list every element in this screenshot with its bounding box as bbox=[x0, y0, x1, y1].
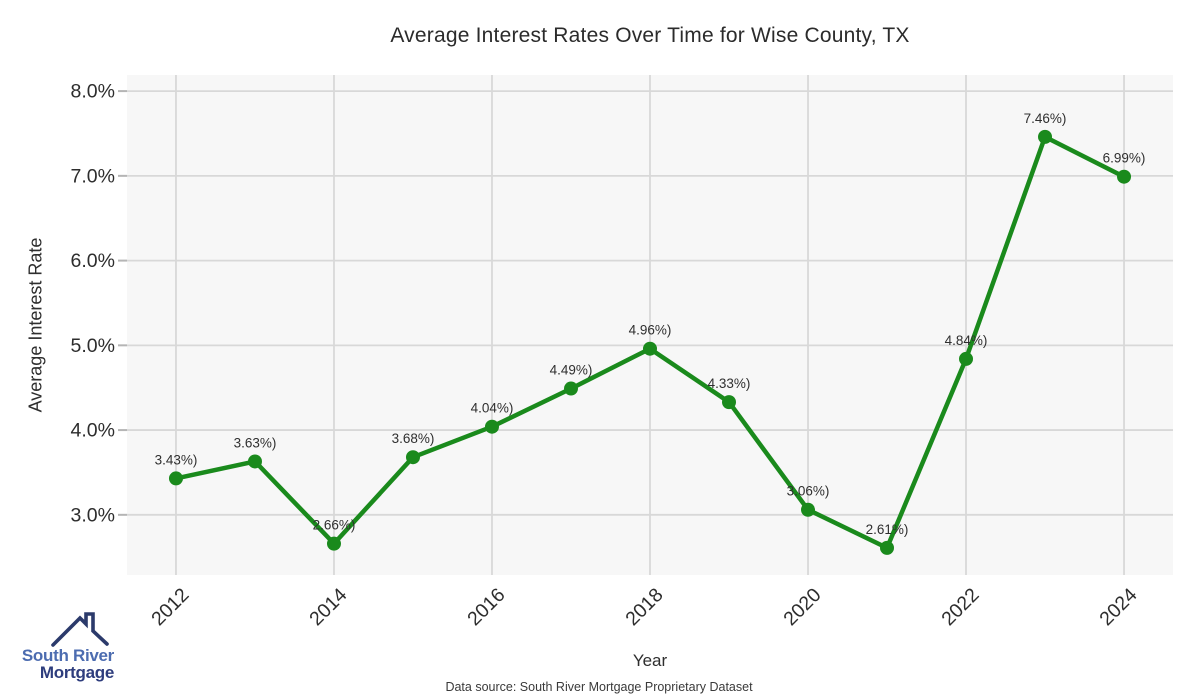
data-point-label: 2.66%) bbox=[313, 518, 356, 533]
data-point-marker bbox=[1038, 129, 1053, 144]
data-source-note: Data source: South River Mortgage Propri… bbox=[445, 680, 753, 694]
data-point-label: 4.04%) bbox=[471, 401, 514, 416]
data-point-marker bbox=[563, 381, 578, 396]
chart-title: Average Interest Rates Over Time for Wis… bbox=[390, 24, 910, 47]
south-river-mortgage-logo: South River Mortgage bbox=[14, 611, 114, 682]
y-tick-label: 6.0% bbox=[71, 250, 115, 272]
data-point-label: 3.06%) bbox=[787, 484, 830, 499]
y-tick-label: 4.0% bbox=[71, 420, 115, 442]
y-axis-title: Average Interest Rate bbox=[25, 237, 46, 413]
x-tick-label: 2016 bbox=[463, 584, 509, 630]
data-point-marker bbox=[405, 450, 420, 465]
y-tick-label: 3.0% bbox=[71, 504, 115, 526]
data-point-marker bbox=[801, 502, 816, 517]
data-point-label: 7.46%) bbox=[1024, 111, 1067, 126]
data-point-label: 4.96%) bbox=[629, 323, 672, 338]
logo-text-line2: Mortgage bbox=[39, 663, 114, 683]
data-point-label: 3.63%) bbox=[234, 435, 277, 450]
x-tick-label: 2022 bbox=[937, 584, 983, 630]
data-point-label: 6.99%) bbox=[1103, 151, 1146, 166]
house-roof-icon bbox=[51, 612, 109, 647]
data-point-marker bbox=[959, 351, 974, 366]
data-point-marker bbox=[1117, 169, 1132, 184]
data-point-label: 4.33%) bbox=[708, 376, 751, 391]
y-tick-label: 5.0% bbox=[71, 335, 115, 357]
x-tick-label: 2012 bbox=[147, 584, 193, 630]
data-point-marker bbox=[247, 454, 262, 469]
data-point-marker bbox=[722, 395, 737, 410]
x-tick-label: 2014 bbox=[305, 584, 351, 630]
y-tick-label: 8.0% bbox=[71, 81, 115, 103]
data-point-marker bbox=[880, 540, 895, 555]
y-tick-label: 7.0% bbox=[71, 165, 115, 187]
data-point-marker bbox=[168, 471, 183, 486]
x-tick-label: 2018 bbox=[621, 584, 667, 630]
x-axis-title: Year bbox=[632, 651, 668, 670]
data-point-marker bbox=[643, 341, 657, 356]
data-point-marker bbox=[326, 536, 341, 551]
data-point-label: 4.49%) bbox=[550, 363, 593, 378]
data-point-label: 4.84%) bbox=[945, 333, 988, 348]
x-tick-label: 2024 bbox=[1095, 584, 1141, 630]
logo-text-line1: South River bbox=[21, 646, 114, 665]
x-tick-label: 2020 bbox=[779, 584, 825, 630]
data-point-label: 3.43%) bbox=[155, 452, 198, 467]
data-point-label: 2.61%) bbox=[866, 522, 909, 537]
data-point-marker bbox=[484, 419, 499, 434]
data-point-label: 3.68%) bbox=[392, 431, 435, 446]
